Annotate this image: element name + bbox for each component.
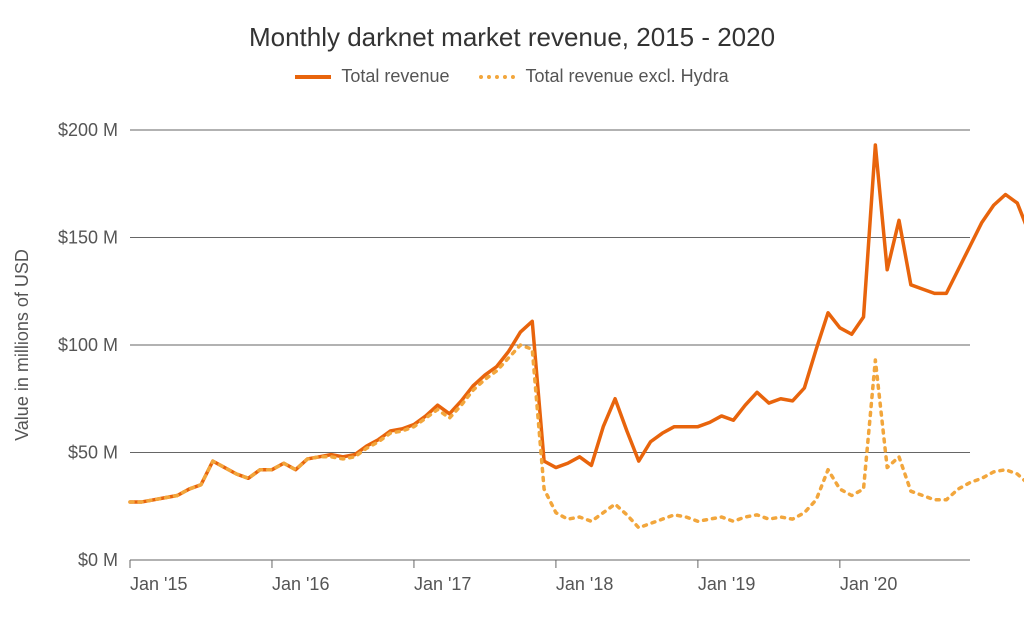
y-tick-label: $100 M — [58, 335, 118, 355]
x-tick-label: Jan '20 — [840, 574, 897, 594]
y-tick-label: $0 M — [78, 550, 118, 570]
chart-container: Monthly darknet market revenue, 2015 - 2… — [0, 0, 1024, 633]
x-tick-label: Jan '18 — [556, 574, 613, 594]
y-tick-label: $150 M — [58, 228, 118, 248]
y-tick-label: $200 M — [58, 120, 118, 140]
chart-svg: $0 M $50 M $100 M $150 M $200 M Jan '15 Jan '1… — [0, 0, 1024, 633]
y-tick-label: $50 M — [68, 443, 118, 463]
x-tick-label: Jan '16 — [272, 574, 329, 594]
series-line — [130, 145, 1024, 502]
x-tick-label: Jan '19 — [698, 574, 755, 594]
x-tick-label: Jan '17 — [414, 574, 471, 594]
x-tick-label: Jan '15 — [130, 574, 187, 594]
y-axis-title: Value in millions of USD — [12, 249, 32, 441]
series-line — [130, 345, 1024, 528]
